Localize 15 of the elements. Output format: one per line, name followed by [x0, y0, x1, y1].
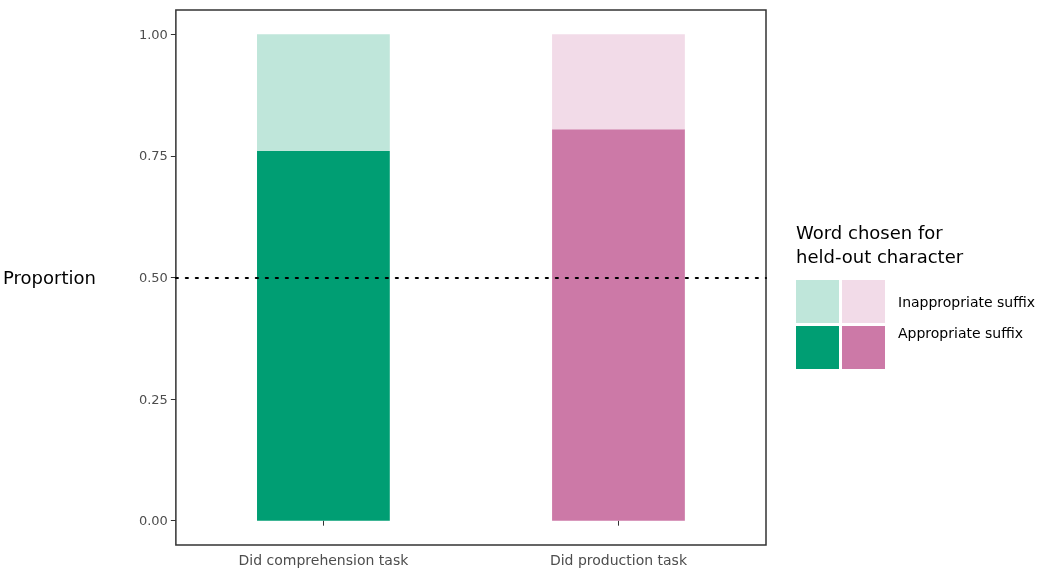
y-axis-title: Proportion: [3, 267, 96, 288]
y-tick-label: 0.50: [138, 270, 168, 285]
x-tick-label: Did comprehension task: [238, 552, 410, 568]
text: Inappropriate suffix: [898, 293, 1036, 310]
y-tick-label: 0.25: [138, 391, 168, 407]
y-tick-label: 1.00: [138, 26, 168, 42]
x-tick-label: Did production task: [549, 552, 688, 568]
legend-title: Word chosen for held-out character: [796, 221, 964, 267]
bar: [257, 34, 390, 152]
text: Appropriate suffix: [898, 325, 1024, 341]
y-tick-label: 0.75: [138, 148, 168, 164]
bar: [552, 129, 685, 521]
bar: [257, 151, 390, 521]
bar: [552, 34, 685, 130]
y-tick-label: 0.00: [138, 513, 168, 529]
